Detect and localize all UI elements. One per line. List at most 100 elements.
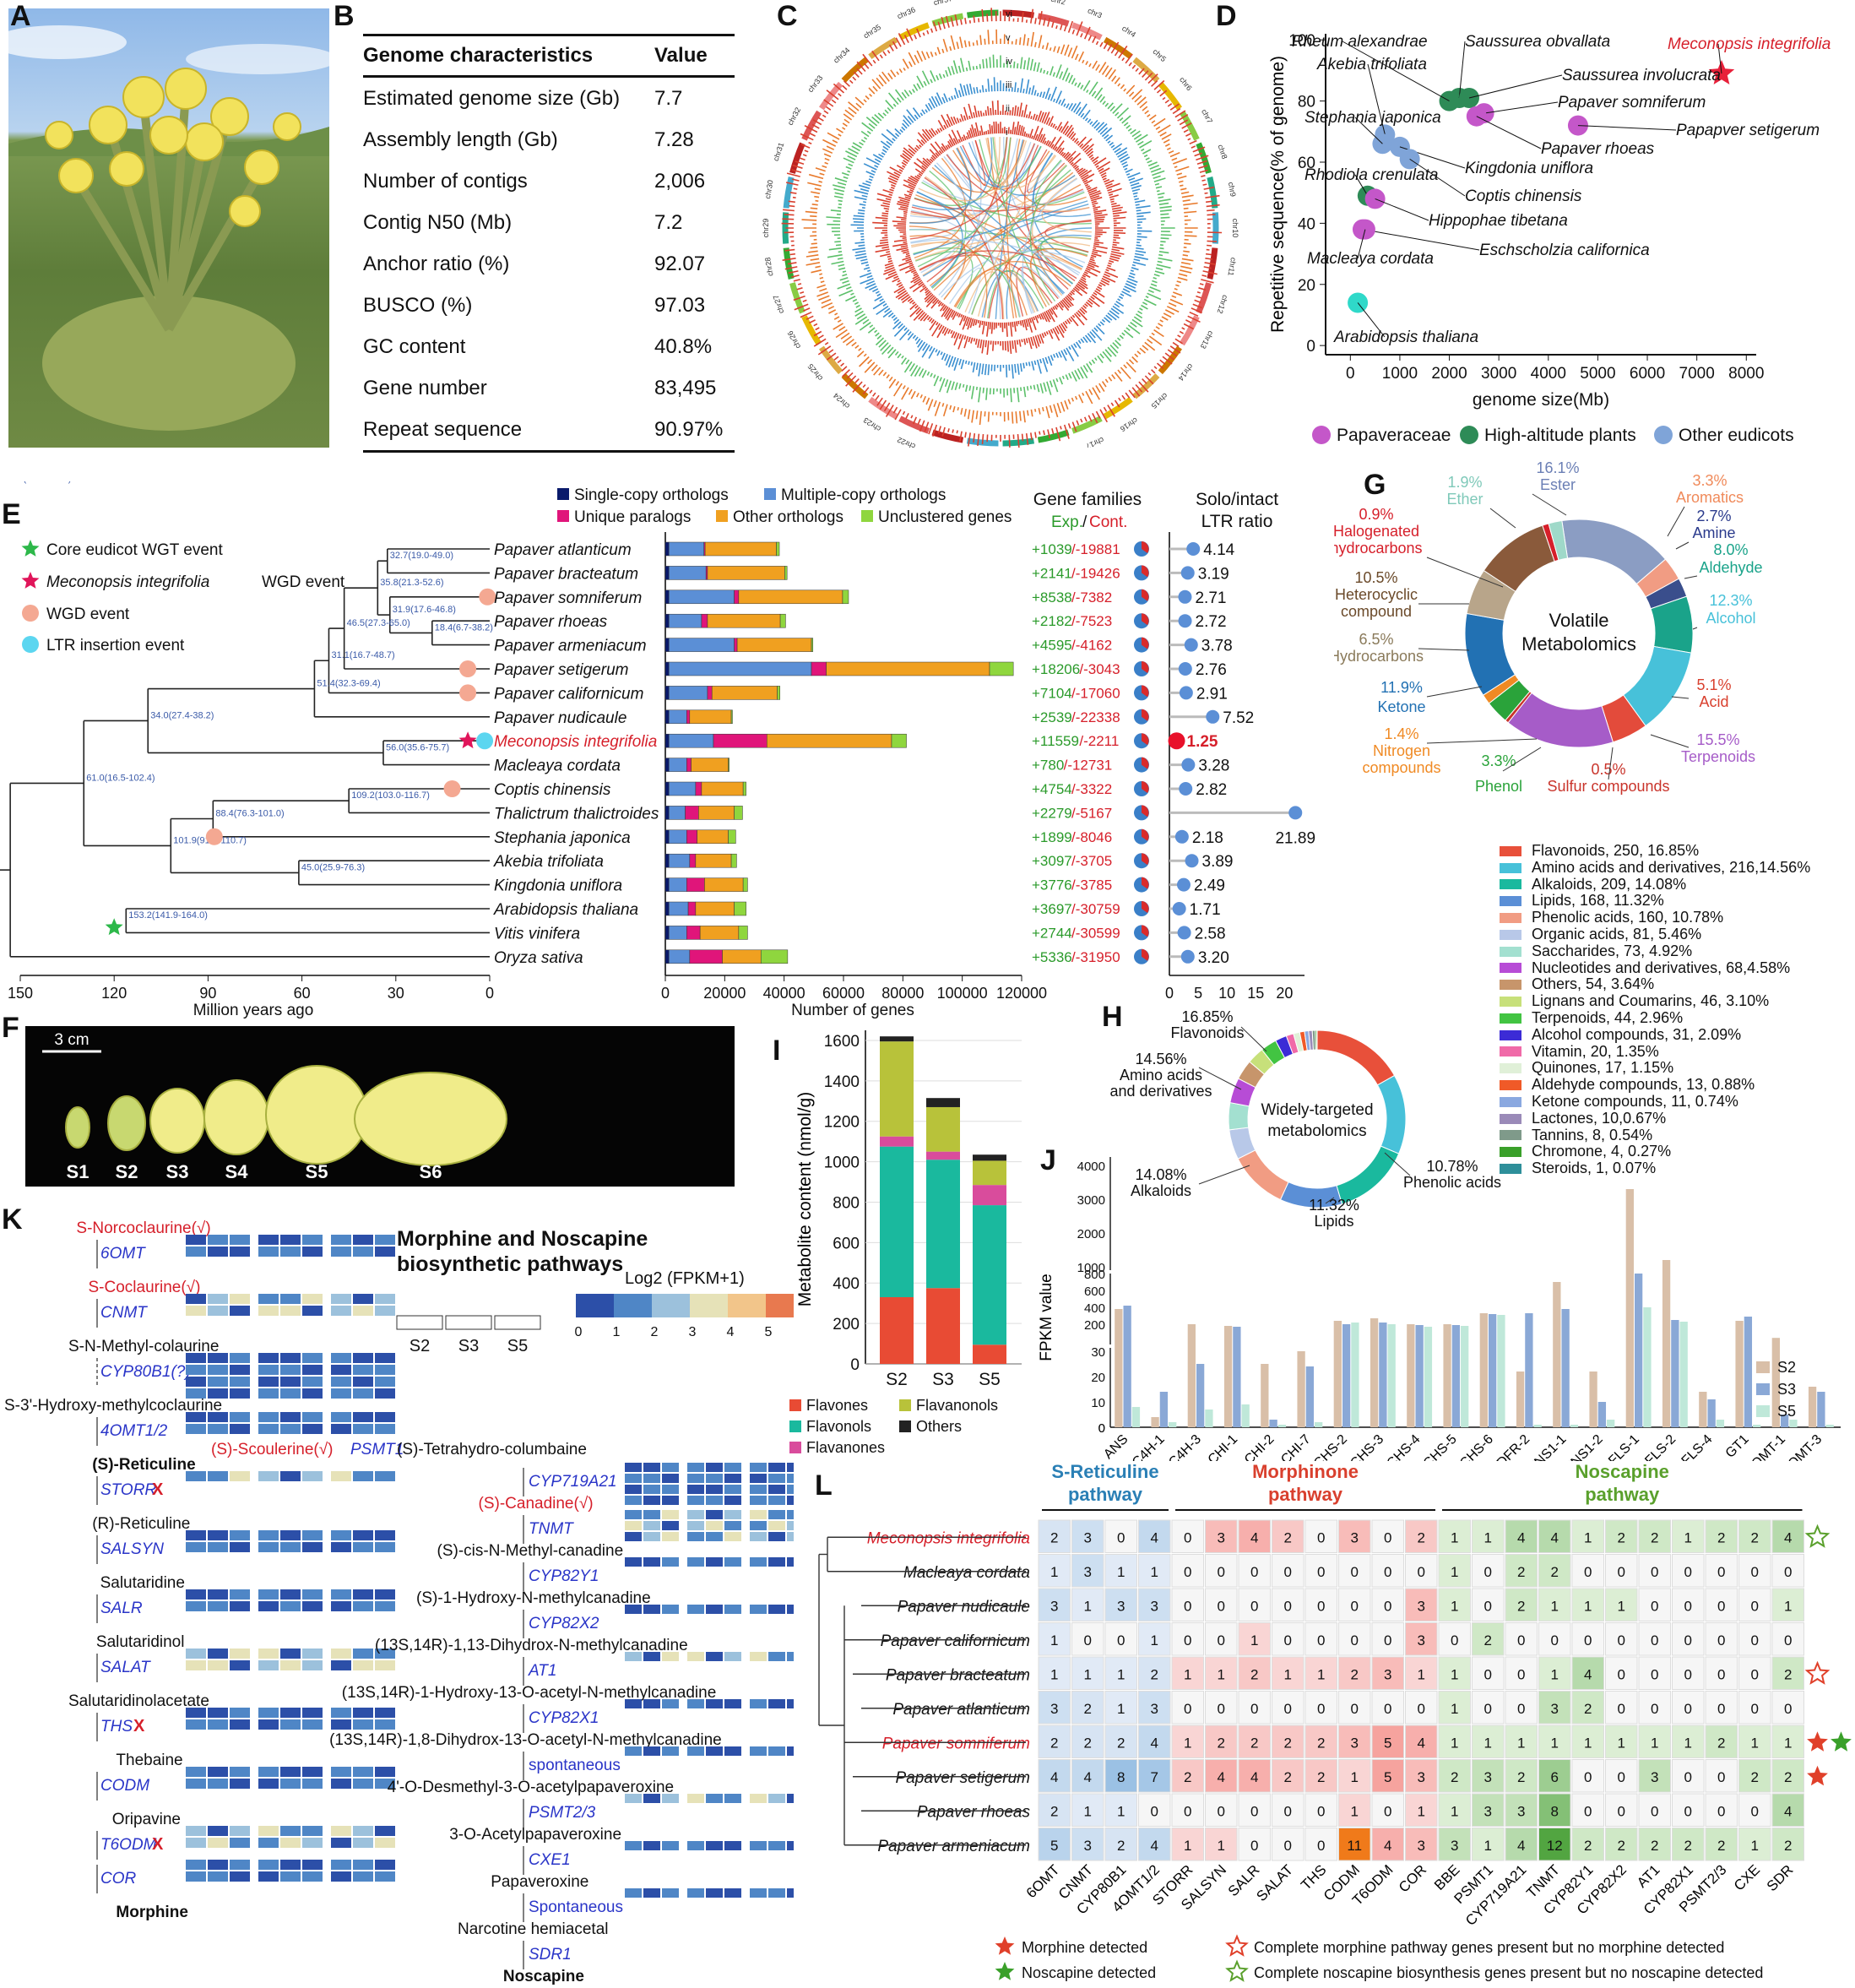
expression-cell xyxy=(331,1589,351,1600)
donut-label: Hydrocarbons xyxy=(1334,648,1424,665)
heatmap-cell xyxy=(1705,1519,1738,1553)
heatmap-cell xyxy=(1771,1725,1804,1758)
chromosome-label: chr7 xyxy=(1200,108,1214,125)
fpkm-bar xyxy=(1370,1318,1379,1427)
colorbar-cell xyxy=(693,1294,698,1317)
heatmap-cell xyxy=(1705,1725,1738,1758)
cell-value: 0 xyxy=(1484,1666,1492,1682)
expression-cell xyxy=(208,1589,228,1600)
expanded-count: +5336 xyxy=(1032,949,1072,965)
legend-label: Others, 54, 3.64% xyxy=(1532,975,1655,993)
fpkm-bar xyxy=(1151,1417,1159,1427)
family-pie-slice xyxy=(1142,709,1149,721)
expression-cell xyxy=(302,1377,323,1387)
expression-cell xyxy=(208,1306,228,1316)
node-age-label: 45.0(25.9-76.3) xyxy=(301,862,365,872)
gene-bar-segment xyxy=(697,829,729,845)
expression-cell xyxy=(280,1377,301,1387)
fpkm-bar xyxy=(1159,1392,1169,1427)
legend-label: Flavanones xyxy=(806,1439,885,1456)
donut-label: Nitrogen xyxy=(1373,742,1430,759)
enzyme-label: spontaneous xyxy=(529,1757,621,1774)
tree-tick-label: 60 xyxy=(294,985,311,1002)
chromosome-arc xyxy=(1196,142,1212,174)
legend-label: High-altitude plants xyxy=(1484,426,1636,445)
bar-tick-label: 60000 xyxy=(822,985,865,1002)
red-star-icon xyxy=(21,572,40,589)
node-age-label: 88.4(76.3-101.0) xyxy=(215,809,284,819)
gene-bar-segment xyxy=(779,613,786,628)
stacked-segment xyxy=(880,1297,914,1364)
legend-label: Single-copy orthologs xyxy=(574,486,729,504)
gene-bar-segment xyxy=(695,901,735,916)
expression-cell xyxy=(787,1841,794,1850)
expression-cell xyxy=(258,1353,279,1363)
colorbar-cell xyxy=(652,1294,656,1317)
label-leader xyxy=(1502,747,1542,772)
heatmap-cell xyxy=(1272,1793,1304,1827)
cell-value: 1 xyxy=(1084,1598,1092,1614)
heatmap-cell xyxy=(1638,1622,1671,1656)
point-label: Macleaya cordata xyxy=(1307,250,1434,268)
compound-label: (S)-Canadine(√) xyxy=(479,1495,594,1513)
heatmap-cell xyxy=(1738,1588,1771,1621)
heatmap-cell xyxy=(1038,1656,1071,1690)
cell-value: 0 xyxy=(1451,1632,1458,1649)
cell-value: 0 xyxy=(1284,1838,1292,1854)
expression-cell xyxy=(724,1746,741,1756)
legend-swatch xyxy=(1500,1147,1521,1158)
gene-bar-segment xyxy=(776,541,780,557)
leader-line xyxy=(1375,198,1429,221)
x-tick-label: 2000 xyxy=(1431,365,1467,383)
ring-label: v xyxy=(1006,33,1011,43)
cell-value: 1 xyxy=(1451,1529,1458,1545)
legend-swatch xyxy=(1756,1383,1770,1395)
species-label: Papaver somniferum xyxy=(494,589,642,607)
expression-cell xyxy=(186,1589,206,1600)
expression-cell xyxy=(186,1708,206,1718)
cell-value: 4 xyxy=(1418,1735,1425,1751)
fpkm-bar xyxy=(1771,1338,1780,1427)
heatmap-cell xyxy=(1771,1519,1804,1553)
expression-cell xyxy=(280,1767,301,1777)
heatmap-cell xyxy=(1638,1793,1671,1827)
cell-value: 0 xyxy=(1651,1803,1658,1819)
legend-label: Unclustered genes xyxy=(878,508,1012,526)
heatmap-cell xyxy=(1338,1554,1371,1588)
panel-label-a: A xyxy=(10,0,31,32)
expanded-count: +3097 xyxy=(1032,853,1072,869)
node-age-label: 129.7(126.2-132) xyxy=(0,481,71,484)
row-value: 97.03 xyxy=(654,293,706,317)
cell-value: 0 xyxy=(1384,1598,1391,1614)
heatmap-cell xyxy=(1171,1519,1204,1553)
panel-label-f: F xyxy=(2,1012,19,1044)
colorbar-cell xyxy=(746,1294,751,1317)
meconopsis-wgd-star xyxy=(458,731,477,749)
heatmap-cell xyxy=(1104,1828,1137,1861)
cell-value: 2 xyxy=(1418,1529,1425,1545)
expression-cell xyxy=(625,1532,642,1541)
expression-cell xyxy=(230,1649,250,1659)
synteny-link xyxy=(1031,164,1067,296)
fpkm-bar xyxy=(1780,1415,1789,1427)
heatmap-cell xyxy=(1272,1656,1304,1690)
fpkm-bar xyxy=(1497,1315,1505,1427)
expression-cell xyxy=(302,1542,323,1552)
group-title: Noscapine xyxy=(1576,1461,1669,1482)
ltr-title: Solo/intact xyxy=(1196,490,1278,509)
pathway-title: Morphine and Noscapine xyxy=(397,1227,648,1251)
legend-entry: Vitamin, 20, 1.35% xyxy=(1500,1043,1810,1061)
gene-bar-segment xyxy=(695,781,702,796)
heatmap-cell xyxy=(1672,1828,1705,1861)
expression-cell xyxy=(643,1652,660,1661)
fpkm-bar xyxy=(1662,1260,1671,1427)
cell-value: 0 xyxy=(1517,1666,1525,1682)
expression-cell xyxy=(280,1353,301,1363)
expression-cell xyxy=(331,1471,351,1481)
event-label: LTR insertion event xyxy=(46,637,185,655)
gene-bar-segment xyxy=(664,541,670,557)
expression-cell xyxy=(186,1542,206,1552)
chromosome-arc xyxy=(801,315,822,346)
expression-cell xyxy=(375,1601,395,1611)
y-axis-label: Repetitive sequence(% of genome) xyxy=(1268,56,1288,333)
